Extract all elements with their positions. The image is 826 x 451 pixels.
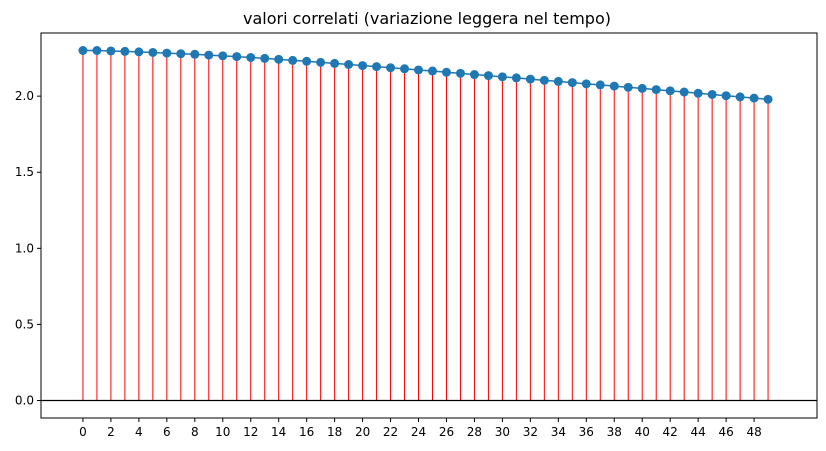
data-point	[497, 72, 507, 82]
x-tick-label: 38	[607, 425, 622, 439]
data-point	[288, 55, 298, 65]
x-tick-label: 32	[523, 425, 538, 439]
data-point	[721, 91, 731, 101]
data-point	[581, 79, 591, 89]
y-tick-label: 1.0	[15, 241, 34, 255]
data-point	[274, 54, 284, 64]
y-tick-label: 0.0	[15, 394, 34, 408]
data-point	[567, 78, 577, 88]
data-point	[386, 63, 396, 73]
data-point	[120, 46, 130, 56]
x-tick-label: 6	[163, 425, 171, 439]
data-point	[218, 51, 228, 61]
x-tick-label: 46	[718, 425, 733, 439]
data-point	[330, 58, 340, 68]
series-line	[82, 49, 769, 101]
data-point	[246, 53, 256, 62]
x-tick-label: 8	[191, 425, 199, 439]
data-point	[134, 47, 144, 57]
y-tick-label: 1.5	[15, 165, 34, 179]
data-point	[693, 88, 703, 98]
data-point	[414, 65, 424, 75]
x-tick-label: 10	[215, 425, 230, 439]
data-point	[190, 49, 200, 59]
data-point	[763, 94, 773, 104]
x-tick-label: 44	[691, 425, 706, 439]
x-tick-label: 14	[271, 425, 286, 439]
x-tick-label: 40	[635, 425, 650, 439]
data-point	[344, 60, 354, 69]
data-point	[148, 47, 158, 57]
data-point	[483, 71, 493, 81]
y-tick-label: 2.0	[15, 89, 34, 103]
data-point	[400, 64, 410, 74]
data-point	[735, 92, 745, 102]
x-tick-label: 28	[467, 425, 482, 439]
x-tick-label: 42	[663, 425, 678, 439]
data-point	[427, 66, 437, 76]
x-tick-label: 48	[746, 425, 761, 439]
x-tick-label: 2	[107, 425, 115, 439]
data-point	[511, 73, 521, 83]
x-tick-label: 4	[135, 425, 143, 439]
data-point	[651, 85, 661, 95]
data-point	[637, 83, 647, 93]
data-point	[525, 74, 535, 84]
plot-frame	[40, 32, 818, 419]
x-tick-label: 24	[411, 425, 426, 439]
x-tick-label: 36	[579, 425, 594, 439]
x-tick-label: 22	[383, 425, 398, 439]
data-point	[162, 48, 172, 58]
data-point	[204, 50, 214, 60]
data-point	[539, 75, 549, 85]
x-tick-label: 30	[495, 425, 510, 439]
data-point	[441, 67, 451, 77]
x-tick-label: 0	[79, 425, 87, 439]
y-tick-label: 0.5	[15, 317, 34, 331]
data-point	[679, 87, 689, 97]
x-tick-label: 26	[439, 425, 454, 439]
x-tick-label: 18	[327, 425, 342, 439]
data-point	[623, 82, 633, 92]
data-point	[78, 46, 88, 55]
data-point	[372, 62, 382, 72]
data-point	[707, 89, 717, 99]
data-point	[469, 70, 479, 80]
data-point	[316, 57, 326, 67]
data-point	[749, 93, 759, 103]
data-point	[455, 68, 465, 78]
data-point	[260, 53, 270, 63]
data-point	[106, 46, 116, 56]
data-point	[665, 86, 675, 96]
x-tick-label: 34	[551, 425, 566, 439]
x-tick-label: 20	[355, 425, 370, 439]
chart-title: valori correlati (variazione leggera nel…	[243, 9, 611, 28]
data-point	[358, 61, 368, 71]
x-tick-label: 16	[299, 425, 314, 439]
data-point	[609, 81, 619, 91]
data-point	[302, 56, 312, 66]
x-tick-label: 12	[243, 425, 258, 439]
data-point	[595, 80, 605, 90]
data-point	[176, 49, 186, 59]
data-point	[232, 52, 242, 62]
data-point	[92, 46, 102, 55]
data-point	[553, 76, 563, 86]
